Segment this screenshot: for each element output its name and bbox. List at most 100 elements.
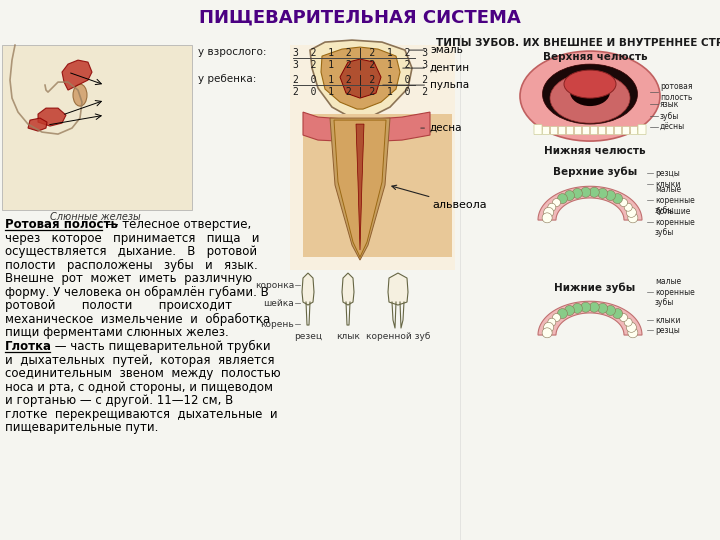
- Circle shape: [626, 322, 636, 332]
- Polygon shape: [302, 273, 314, 305]
- FancyBboxPatch shape: [303, 114, 452, 257]
- Ellipse shape: [570, 78, 610, 106]
- FancyBboxPatch shape: [614, 126, 621, 134]
- Text: полости   расположены   зубы   и   язык.: полости расположены зубы и язык.: [5, 259, 258, 272]
- FancyBboxPatch shape: [598, 126, 606, 134]
- Polygon shape: [330, 118, 390, 260]
- Text: Верхняя челюсть: Верхняя челюсть: [543, 52, 647, 62]
- Circle shape: [544, 322, 554, 332]
- Text: Нижняя челюсть: Нижняя челюсть: [544, 146, 646, 156]
- Polygon shape: [303, 112, 430, 142]
- Text: Ротовая полость: Ротовая полость: [5, 218, 118, 231]
- Polygon shape: [342, 273, 354, 305]
- Circle shape: [606, 191, 616, 200]
- FancyBboxPatch shape: [590, 126, 598, 134]
- Ellipse shape: [542, 64, 637, 124]
- FancyBboxPatch shape: [638, 125, 646, 134]
- Text: пульпа: пульпа: [383, 80, 469, 90]
- Text: малые
коренные
зубы: малые коренные зубы: [655, 277, 695, 307]
- Circle shape: [626, 207, 636, 218]
- Ellipse shape: [73, 84, 87, 106]
- Polygon shape: [28, 118, 47, 131]
- Circle shape: [542, 328, 552, 338]
- Polygon shape: [388, 273, 408, 305]
- Circle shape: [542, 213, 552, 223]
- Circle shape: [552, 199, 560, 207]
- FancyBboxPatch shape: [559, 126, 565, 134]
- Circle shape: [628, 328, 638, 338]
- Circle shape: [572, 303, 582, 313]
- Text: — часть пищеварительной трубки: — часть пищеварительной трубки: [51, 340, 271, 353]
- Polygon shape: [334, 120, 386, 257]
- Text: ТИПЫ ЗУБОВ. ИХ ВНЕШНЕЕ И ВНУТРЕННЕЕ СТРОЕНИЕ: ТИПЫ ЗУБОВ. ИХ ВНЕШНЕЕ И ВНУТРЕННЕЕ СТРО…: [436, 38, 720, 48]
- FancyBboxPatch shape: [606, 126, 613, 134]
- Text: и  дыхательных  путей,  которая  является: и дыхательных путей, которая является: [5, 354, 274, 367]
- Text: осуществляется   дыхание.   В   ротовой: осуществляется дыхание. В ротовой: [5, 245, 257, 258]
- Circle shape: [564, 191, 575, 200]
- Text: большие
коренные
зубы: большие коренные зубы: [655, 207, 695, 237]
- Text: коронка: коронка: [255, 281, 294, 289]
- Text: носа и рта, с одной стороны, и пищеводом: носа и рта, с одной стороны, и пищеводом: [5, 381, 273, 394]
- FancyBboxPatch shape: [290, 45, 455, 270]
- Text: дентин: дентин: [402, 63, 470, 73]
- Text: соединительным  звеном  между  полостью: соединительным звеном между полостью: [5, 367, 281, 380]
- FancyBboxPatch shape: [534, 125, 542, 134]
- Polygon shape: [340, 59, 381, 98]
- Text: корень: корень: [260, 320, 294, 328]
- Text: дёсны: дёсны: [660, 123, 685, 132]
- Polygon shape: [38, 108, 66, 126]
- Text: шейка: шейка: [264, 299, 294, 308]
- Circle shape: [557, 194, 567, 204]
- Circle shape: [548, 203, 556, 211]
- Text: резцы: резцы: [655, 168, 680, 178]
- Text: 3  2  1  2 | 2  1  2  3: 3 2 1 2 | 2 1 2 3: [293, 47, 428, 58]
- Text: у взрослого:: у взрослого:: [198, 47, 266, 57]
- Text: у ребенка:: у ребенка:: [198, 74, 256, 84]
- Polygon shape: [310, 40, 412, 117]
- Text: через   которое   принимается   пища   и: через которое принимается пища и: [5, 232, 259, 245]
- Circle shape: [628, 213, 638, 223]
- Circle shape: [564, 306, 575, 315]
- Text: Внешне  рот  может  иметь  различную: Внешне рот может иметь различную: [5, 272, 252, 285]
- FancyBboxPatch shape: [631, 126, 637, 134]
- Text: Верхние зубы: Верхние зубы: [553, 166, 637, 177]
- Text: резец: резец: [294, 332, 322, 341]
- Text: 2  0  1  2 | 2  1  0  2: 2 0 1 2 | 2 1 0 2: [293, 74, 428, 85]
- Circle shape: [552, 314, 560, 321]
- Text: форму. У человека он обрамлён губами. В: форму. У человека он обрамлён губами. В: [5, 286, 269, 299]
- Polygon shape: [538, 301, 642, 335]
- Polygon shape: [321, 47, 400, 109]
- Text: Нижние зубы: Нижние зубы: [554, 282, 636, 293]
- Text: зубы: зубы: [660, 112, 679, 120]
- Text: глотке  перекрещиваются  дыхательные  и: глотке перекрещиваются дыхательные и: [5, 408, 278, 421]
- Ellipse shape: [550, 73, 630, 123]
- Text: клыки: клыки: [655, 315, 680, 325]
- Text: ротовая
полость: ротовая полость: [660, 83, 693, 102]
- Circle shape: [619, 199, 628, 207]
- Text: 2  0  1  2 | 2  1  0  2: 2 0 1 2 | 2 1 0 2: [293, 86, 428, 97]
- Text: ПИЩЕВАРИТЕЛЬНАЯ СИСТЕМА: ПИЩЕВАРИТЕЛЬНАЯ СИСТЕМА: [199, 9, 521, 26]
- Text: резцы: резцы: [655, 326, 680, 335]
- Circle shape: [548, 318, 556, 326]
- Text: клык: клык: [336, 332, 360, 341]
- Text: пищи ферментами слюнных желез.: пищи ферментами слюнных желез.: [5, 326, 229, 339]
- Circle shape: [581, 187, 590, 197]
- Polygon shape: [356, 124, 364, 250]
- Text: механическое  измельчение  и  обработка: механическое измельчение и обработка: [5, 313, 270, 326]
- Text: малые
коренные
зубы: малые коренные зубы: [655, 185, 695, 215]
- FancyBboxPatch shape: [542, 126, 549, 134]
- Text: — телесное отверстие,: — телесное отверстие,: [103, 218, 251, 231]
- Circle shape: [606, 306, 616, 315]
- Circle shape: [624, 318, 632, 326]
- Text: пищеварительные пути.: пищеварительные пути.: [5, 421, 158, 434]
- Circle shape: [572, 188, 582, 198]
- Circle shape: [544, 207, 554, 218]
- Ellipse shape: [520, 51, 660, 141]
- FancyBboxPatch shape: [551, 126, 557, 134]
- Text: 3  2  1  2 | 2  1  2  3: 3 2 1 2 | 2 1 2 3: [293, 59, 428, 70]
- Text: Глотка: Глотка: [5, 340, 52, 353]
- Text: клыки: клыки: [655, 180, 680, 188]
- Text: эмаль: эмаль: [409, 45, 463, 55]
- Circle shape: [589, 187, 599, 197]
- FancyBboxPatch shape: [575, 126, 582, 134]
